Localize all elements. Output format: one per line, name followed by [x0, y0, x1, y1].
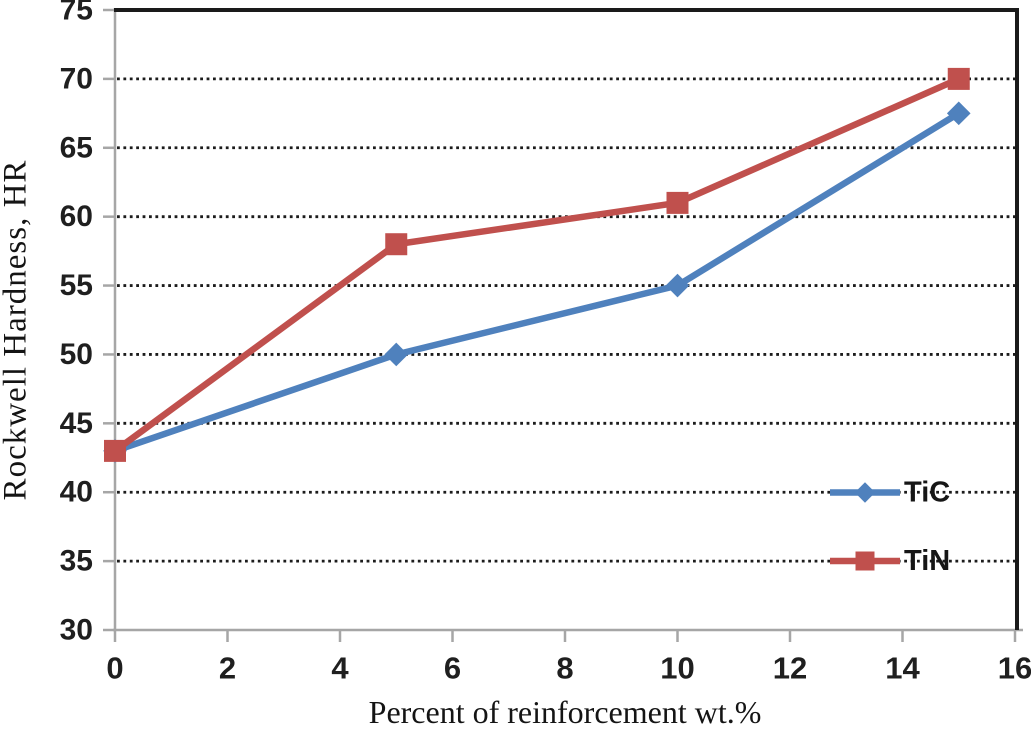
y-tick-label-40: 40 [60, 476, 93, 509]
y-tick-label-60: 60 [60, 200, 93, 233]
y-tick-label-30: 30 [60, 614, 93, 647]
marker-TiN-5 [385, 233, 408, 256]
legend-marker-TiC [854, 482, 876, 503]
marker-TiC-5 [384, 342, 409, 367]
x-axis-title: Percent of reinforcement wt.% [368, 694, 762, 730]
y-tick-label-50: 50 [60, 338, 93, 371]
y-tick-label-65: 65 [60, 131, 93, 164]
x-tick-label-4: 4 [331, 651, 349, 686]
legend-label-TiN: TiN [904, 545, 950, 577]
y-tick-label-35: 35 [60, 545, 93, 578]
marker-TiN-0 [104, 439, 126, 462]
x-tick-label-0: 0 [106, 651, 123, 686]
y-tick-label-75: 75 [60, 0, 93, 27]
series-line-TiC [113, 110, 961, 454]
y-tick-label-55: 55 [60, 269, 93, 302]
y-tick-label-70: 70 [60, 62, 93, 95]
x-tick-label-12: 12 [773, 651, 807, 686]
x-tick-label-16: 16 [998, 651, 1031, 686]
marker-TiN-10 [666, 191, 689, 214]
x-tick-label-6: 6 [444, 651, 461, 686]
y-axis-title: Rockwell Hardness, HR [0, 159, 34, 501]
marker-TiN-15 [947, 67, 970, 90]
y-tick-label-45: 45 [60, 407, 93, 440]
x-tick-label-8: 8 [556, 651, 573, 686]
series-line-TiN [113, 75, 961, 454]
x-tick-label-2: 2 [219, 651, 236, 686]
legend-label-TiC: TiC [904, 477, 950, 509]
legend-marker-TiN [855, 551, 875, 571]
x-tick-label-14: 14 [885, 651, 920, 686]
x-tick-label-10: 10 [660, 651, 694, 686]
